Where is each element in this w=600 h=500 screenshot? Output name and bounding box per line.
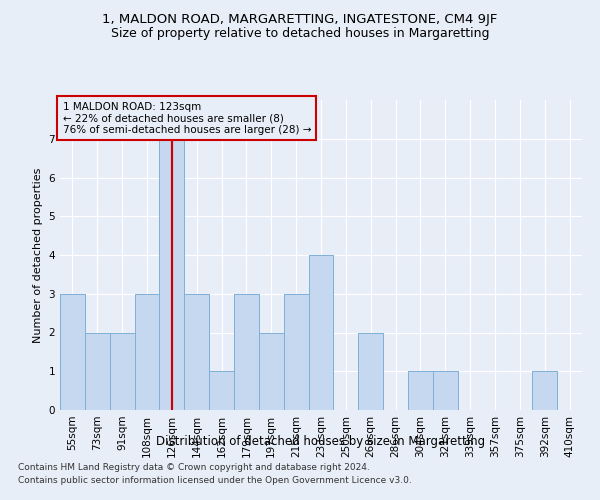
Bar <box>234 294 259 410</box>
Bar <box>284 294 308 410</box>
Bar <box>209 371 234 410</box>
Text: Distribution of detached houses by size in Margaretting: Distribution of detached houses by size … <box>157 435 485 448</box>
Text: Contains public sector information licensed under the Open Government Licence v3: Contains public sector information licen… <box>18 476 412 485</box>
Bar <box>433 371 458 410</box>
Bar <box>60 294 85 410</box>
Bar <box>160 138 184 410</box>
Bar <box>408 371 433 410</box>
Bar <box>134 294 160 410</box>
Text: Size of property relative to detached houses in Margaretting: Size of property relative to detached ho… <box>111 28 489 40</box>
Bar <box>284 294 308 410</box>
Bar <box>110 332 134 410</box>
Bar <box>532 371 557 410</box>
Bar <box>209 371 234 410</box>
Bar <box>308 255 334 410</box>
Bar <box>110 332 134 410</box>
Bar <box>184 294 209 410</box>
Text: 1 MALDON ROAD: 123sqm
← 22% of detached houses are smaller (8)
76% of semi-detac: 1 MALDON ROAD: 123sqm ← 22% of detached … <box>62 102 311 134</box>
Y-axis label: Number of detached properties: Number of detached properties <box>33 168 43 342</box>
Bar <box>85 332 110 410</box>
Bar <box>234 294 259 410</box>
Bar <box>358 332 383 410</box>
Text: Contains HM Land Registry data © Crown copyright and database right 2024.: Contains HM Land Registry data © Crown c… <box>18 464 370 472</box>
Text: 1, MALDON ROAD, MARGARETTING, INGATESTONE, CM4 9JF: 1, MALDON ROAD, MARGARETTING, INGATESTON… <box>103 12 497 26</box>
Bar <box>85 332 110 410</box>
Bar <box>160 138 184 410</box>
Bar <box>259 332 284 410</box>
Bar <box>433 371 458 410</box>
Bar <box>358 332 383 410</box>
Bar <box>134 294 160 410</box>
Bar <box>532 371 557 410</box>
Bar <box>408 371 433 410</box>
Bar <box>184 294 209 410</box>
Bar <box>60 294 85 410</box>
Bar <box>259 332 284 410</box>
Bar <box>308 255 334 410</box>
